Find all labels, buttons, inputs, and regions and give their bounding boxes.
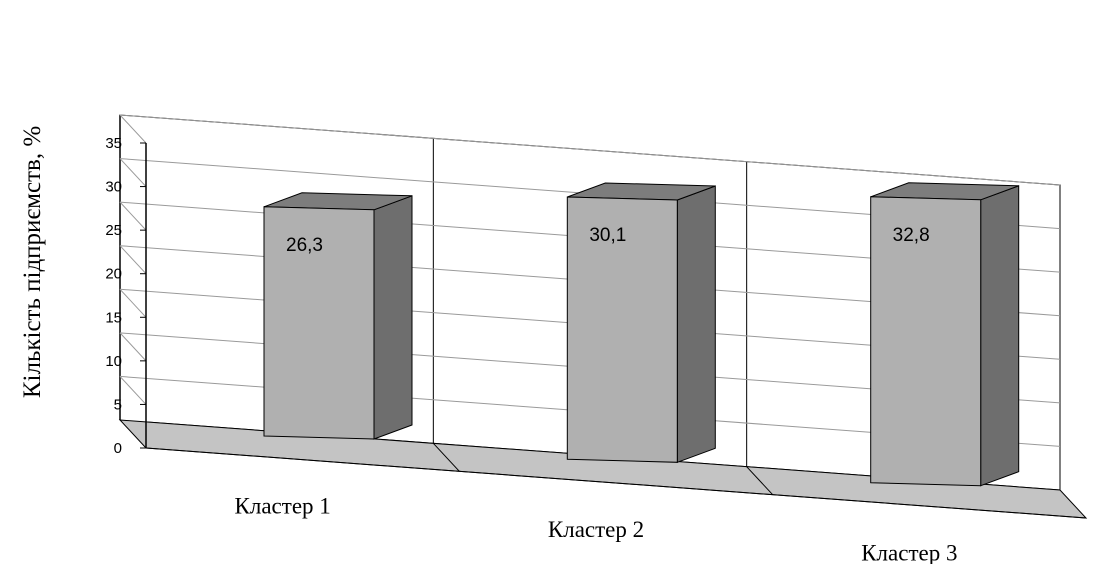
data-label: 32,8 — [893, 225, 930, 246]
gridline — [119, 288, 147, 318]
x-axis-categories: Кластер 1 Кластер 2 Кластер 3 — [235, 494, 958, 564]
bar-side — [980, 185, 1020, 487]
gridline — [119, 332, 147, 362]
x-category-label: Кластер 2 — [548, 517, 644, 542]
y-tick-label: 20 — [105, 266, 122, 283]
gridline — [119, 158, 147, 187]
y-tick-label: 10 — [105, 353, 122, 370]
x-category-label: Кластер 3 — [861, 540, 957, 564]
gridline — [119, 114, 147, 144]
y-tick-label: 5 — [114, 396, 122, 413]
gridline — [119, 245, 147, 275]
bar-group: 26,3 — [263, 192, 413, 440]
floor-divider — [432, 442, 460, 472]
x-axis-line — [145, 447, 1087, 519]
data-label: 26,3 — [286, 235, 323, 256]
bar-side — [676, 185, 716, 464]
y-tick-label: 35 — [105, 135, 122, 152]
y-tick-label: 25 — [105, 222, 122, 239]
gridline — [119, 376, 147, 405]
gridline — [119, 201, 147, 231]
bar-group: 32,8 — [870, 182, 1020, 487]
y-tick-label: 30 — [105, 179, 122, 196]
y-tick-label: 15 — [105, 309, 122, 326]
bar — [566, 196, 678, 463]
floor-divider — [746, 466, 774, 496]
y-tick-label: 0 — [114, 440, 122, 457]
side-wall — [120, 115, 146, 448]
data-label: 30,1 — [589, 225, 626, 246]
bar — [870, 196, 982, 487]
bar — [263, 206, 375, 440]
x-category-label: Кластер 1 — [235, 494, 331, 519]
bar-group: 30,1 — [566, 182, 716, 464]
y-axis-label: Кількість підприємств, % — [19, 126, 46, 398]
bar-side — [373, 195, 413, 440]
gridline — [119, 114, 1061, 186]
y-axis: 0 5 10 15 20 25 30 35 — [105, 135, 1087, 519]
bars: 26,3 30,1 32,8 — [263, 182, 1020, 487]
